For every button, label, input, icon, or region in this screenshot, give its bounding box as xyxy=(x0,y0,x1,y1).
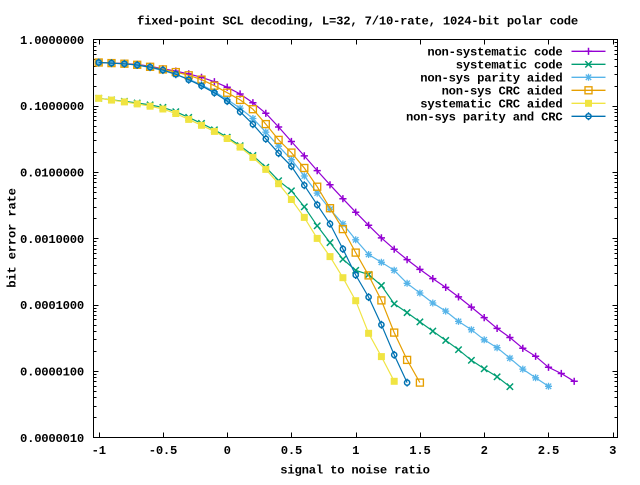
svg-text:0.0000100: 0.0000100 xyxy=(20,366,84,380)
svg-text:non-systematic code: non-systematic code xyxy=(427,45,562,59)
svg-text:0.0001000: 0.0001000 xyxy=(20,299,84,313)
svg-text:0.0100000: 0.0100000 xyxy=(20,167,84,181)
svg-text:0.5: 0.5 xyxy=(281,444,302,458)
svg-text:1: 1 xyxy=(352,444,359,458)
svg-text:2.5: 2.5 xyxy=(538,444,559,458)
svg-text:-0.5: -0.5 xyxy=(149,444,177,458)
svg-text:non-sys parity and CRC: non-sys parity and CRC xyxy=(406,110,563,124)
svg-text:non-sys CRC aided: non-sys CRC aided xyxy=(442,84,563,98)
svg-text:fixed-point SCL decoding, L=32: fixed-point SCL decoding, L=32, 7/10-rat… xyxy=(137,15,578,29)
svg-text:0.0000010: 0.0000010 xyxy=(20,432,84,446)
svg-text:3: 3 xyxy=(609,444,616,458)
svg-text:systematic code: systematic code xyxy=(456,58,563,72)
svg-text:0.0010000: 0.0010000 xyxy=(20,233,84,247)
svg-text:systematic CRC aided: systematic CRC aided xyxy=(420,97,562,111)
svg-text:non-sys parity aided: non-sys parity aided xyxy=(420,71,562,85)
svg-text:1.5: 1.5 xyxy=(409,444,430,458)
svg-text:1.0000000: 1.0000000 xyxy=(20,34,84,48)
svg-text:signal to noise ratio: signal to noise ratio xyxy=(280,464,429,478)
svg-text:bit error rate: bit error rate xyxy=(6,188,20,288)
svg-text:0: 0 xyxy=(224,444,231,458)
svg-text:2: 2 xyxy=(481,444,488,458)
svg-text:-1: -1 xyxy=(92,444,106,458)
svg-text:0.1000000: 0.1000000 xyxy=(20,100,84,114)
